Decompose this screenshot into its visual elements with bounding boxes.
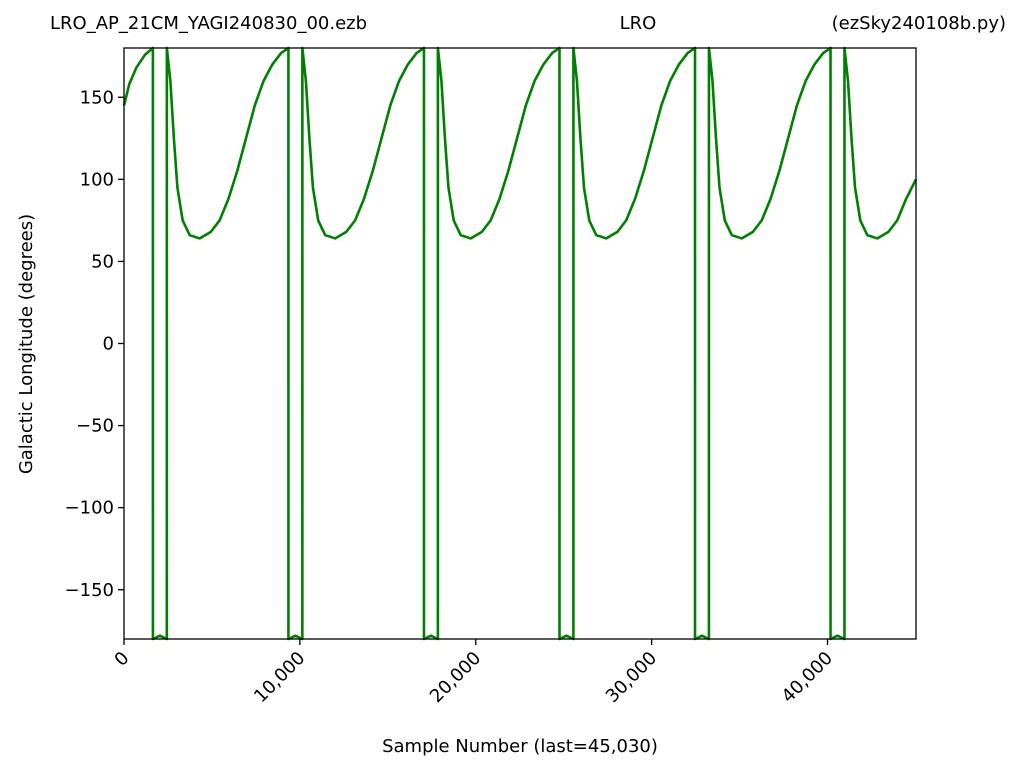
x-tick-label: 30,000 (602, 648, 661, 707)
chart-title: LRO (620, 13, 657, 34)
x-tick-label: 20,000 (426, 648, 485, 707)
chart-title-left: LRO_AP_21CM_YAGI240830_00.ezb (50, 13, 367, 34)
x-tick-label: 10,000 (250, 648, 309, 707)
y-tick-label: 50 (91, 251, 114, 272)
plot-frame (123, 47, 917, 640)
data-line (122, 46, 918, 641)
y-axis-label: Galactic Longitude (degrees) (16, 214, 37, 474)
x-axis-label: Sample Number (last=45,030) (382, 736, 658, 757)
chart-title-right: (ezSky240108b.py) (832, 13, 1006, 34)
y-tick-label: 150 (80, 87, 114, 108)
y-tick-label: −50 (76, 416, 114, 437)
y-tick-label: −100 (65, 498, 114, 519)
y-tick-label: −150 (65, 580, 114, 601)
y-tick-label: 100 (80, 169, 114, 190)
x-tick-label: 0 (111, 648, 134, 671)
x-tick-label: 40,000 (778, 648, 837, 707)
y-tick-label: 0 (103, 334, 114, 355)
